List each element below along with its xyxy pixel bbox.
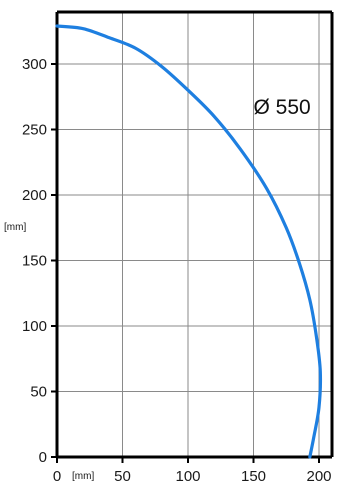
diameter-annotation: Ø 550 [254, 96, 311, 119]
x-tick-label: 100 [175, 468, 200, 484]
y-tick-label: 250 [22, 122, 47, 139]
tick-labels: 0 50 100 150 200 0 50 100 150 200 250 300 [22, 56, 332, 484]
x-axis-unit-label: [mm] [72, 471, 94, 482]
x-tick-label: 200 [306, 468, 331, 484]
y-tick-label: 150 [22, 253, 47, 270]
axes [51, 10, 334, 463]
x-tick-label: 0 [53, 468, 61, 484]
series-layer [55, 24, 323, 459]
y-axis-unit-label: [mm] [4, 222, 26, 233]
x-tick-label: 50 [114, 468, 131, 484]
y-tick-label: 200 [22, 187, 47, 204]
grid [57, 12, 332, 457]
x-tick-label: 150 [241, 468, 266, 484]
y-tick-label: 50 [30, 384, 47, 401]
y-tick-label: 300 [22, 56, 47, 73]
series-curve [55, 24, 323, 459]
y-tick-label: 0 [39, 449, 47, 466]
y-tick-label: 100 [22, 318, 47, 335]
